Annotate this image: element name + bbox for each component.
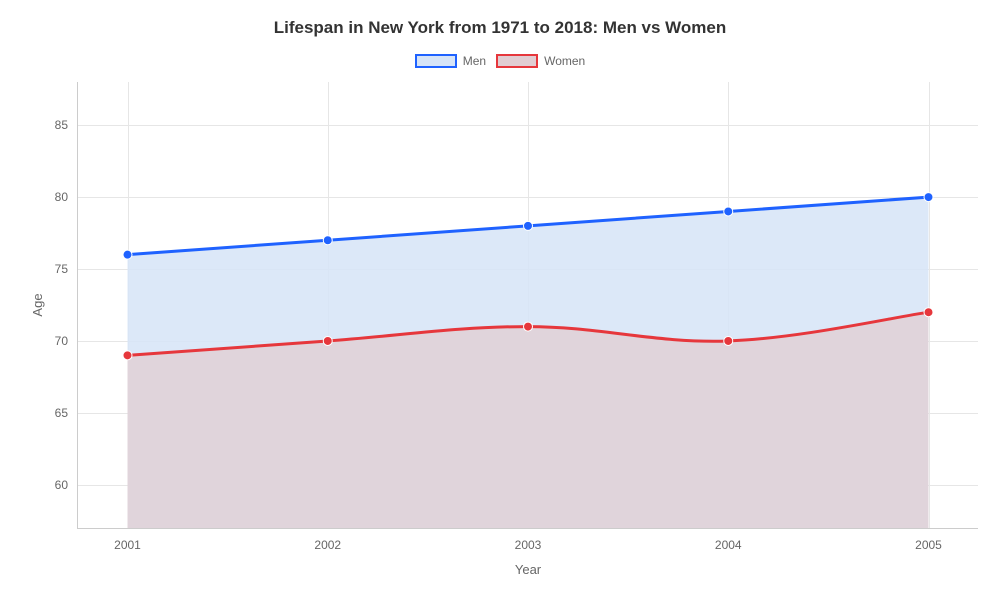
data-point[interactable] [924, 193, 933, 202]
data-point[interactable] [724, 336, 733, 345]
y-tick-label: 65 [55, 406, 78, 420]
legend-swatch-men [415, 54, 457, 68]
x-tick-label: 2002 [314, 528, 341, 552]
plot-area: Age Year 6065707580852001200220032004200… [78, 82, 978, 528]
data-point[interactable] [323, 236, 332, 245]
legend-label-women: Women [544, 54, 585, 68]
chart-legend: Men Women [0, 54, 1000, 68]
y-tick-label: 85 [55, 118, 78, 132]
data-point[interactable] [524, 322, 533, 331]
x-tick-label: 2004 [715, 528, 742, 552]
data-point[interactable] [724, 207, 733, 216]
legend-swatch-women [496, 54, 538, 68]
legend-item-men[interactable]: Men [415, 54, 486, 68]
y-tick-label: 80 [55, 190, 78, 204]
x-tick-label: 2003 [515, 528, 542, 552]
legend-item-women[interactable]: Women [496, 54, 585, 68]
data-point[interactable] [323, 336, 332, 345]
data-point[interactable] [524, 221, 533, 230]
y-tick-label: 75 [55, 262, 78, 276]
data-point[interactable] [123, 250, 132, 259]
y-tick-label: 60 [55, 478, 78, 492]
x-tick-label: 2005 [915, 528, 942, 552]
chart-svg [78, 82, 978, 528]
data-point[interactable] [924, 308, 933, 317]
x-tick-label: 2001 [114, 528, 141, 552]
chart-title: Lifespan in New York from 1971 to 2018: … [0, 18, 1000, 38]
lifespan-chart: Lifespan in New York from 1971 to 2018: … [0, 0, 1000, 600]
data-point[interactable] [123, 351, 132, 360]
legend-label-men: Men [463, 54, 486, 68]
y-axis-label: Age [30, 293, 45, 316]
x-axis-label: Year [515, 562, 541, 577]
y-tick-label: 70 [55, 334, 78, 348]
